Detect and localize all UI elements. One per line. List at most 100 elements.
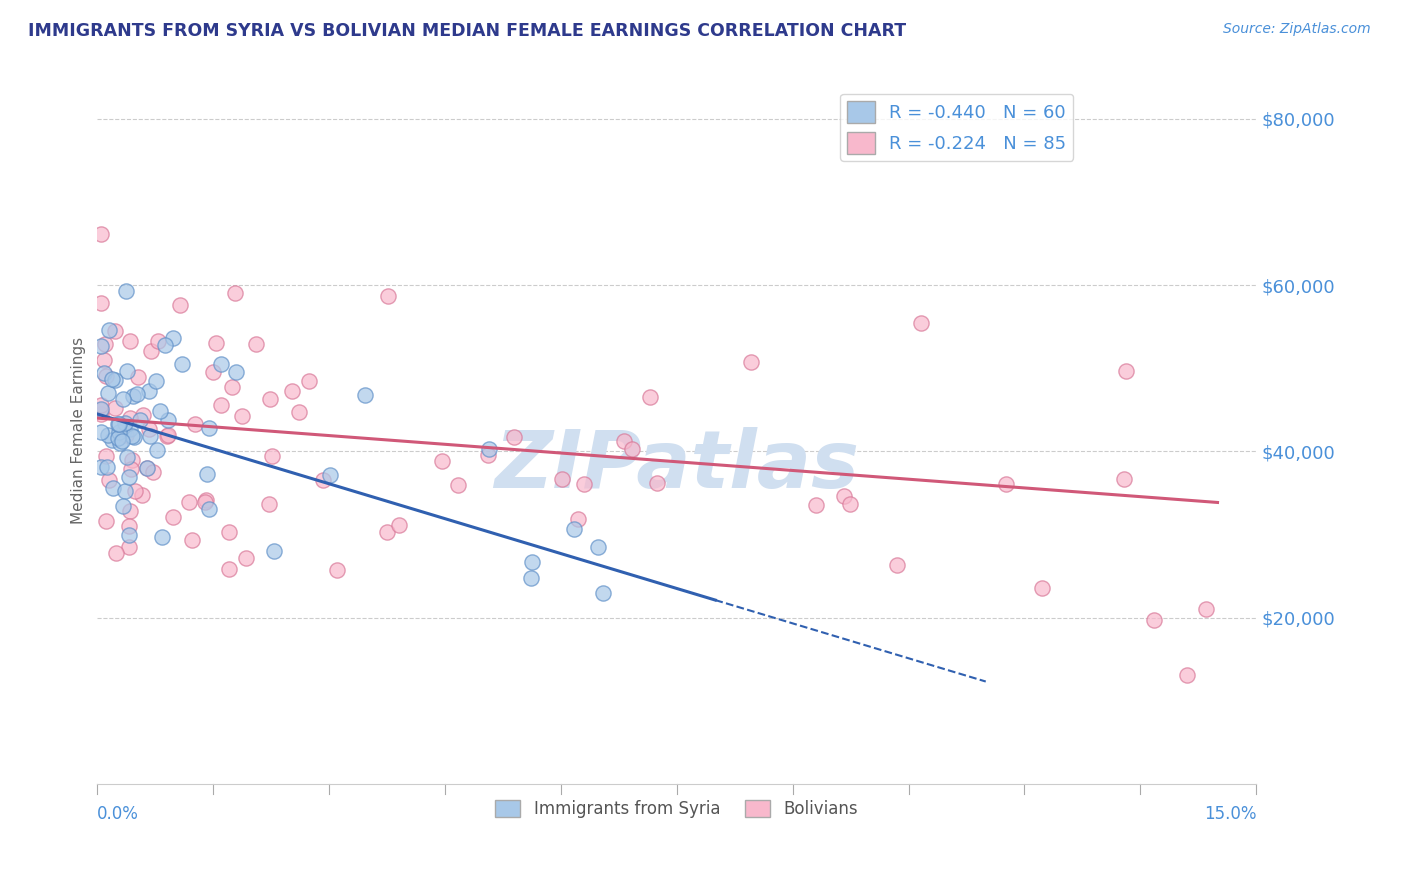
Point <box>90 398 112 412</box>
Point <box>101 481 124 495</box>
Point <box>108 436 131 450</box>
Point <box>224 286 246 301</box>
Point <box>910 316 932 330</box>
Point <box>375 524 398 539</box>
Point <box>90 339 112 353</box>
Point <box>180 533 202 547</box>
Text: IMMIGRANTS FROM SYRIA VS BOLIVIAN MEDIAN FEMALE EARNINGS CORRELATION CHART: IMMIGRANTS FROM SYRIA VS BOLIVIAN MEDIAN… <box>28 22 907 40</box>
Point <box>156 413 179 427</box>
Point <box>90 459 112 474</box>
Point <box>388 517 411 532</box>
Point <box>121 428 143 442</box>
Point <box>98 473 121 487</box>
Point <box>104 324 127 338</box>
Point <box>118 527 141 541</box>
Point <box>96 460 118 475</box>
Point <box>225 365 247 379</box>
Point <box>218 562 240 576</box>
Point <box>312 473 335 487</box>
Point <box>96 368 118 383</box>
Point <box>90 295 112 310</box>
Point <box>197 421 219 435</box>
Point <box>114 284 136 298</box>
Point <box>298 374 321 388</box>
Point <box>93 366 115 380</box>
Point <box>613 434 636 448</box>
Point <box>209 357 232 371</box>
Text: 0.0%: 0.0% <box>97 805 139 823</box>
Point <box>132 409 155 423</box>
Point <box>146 442 169 457</box>
Point <box>136 461 159 475</box>
Point <box>832 489 855 503</box>
Point <box>138 422 160 436</box>
Point <box>572 477 595 491</box>
Point <box>620 442 643 456</box>
Text: Source: ZipAtlas.com: Source: ZipAtlas.com <box>1223 22 1371 37</box>
Legend: Immigrants from Syria, Bolivians: Immigrants from Syria, Bolivians <box>489 793 865 825</box>
Point <box>170 357 193 371</box>
Point <box>114 416 136 430</box>
Point <box>353 387 375 401</box>
Point <box>90 425 112 439</box>
Point <box>145 374 167 388</box>
Point <box>503 430 526 444</box>
Point <box>118 519 141 533</box>
Point <box>162 510 184 524</box>
Point <box>111 392 134 406</box>
Point <box>97 427 120 442</box>
Point <box>157 427 180 442</box>
Point <box>995 476 1018 491</box>
Point <box>280 384 302 399</box>
Point <box>886 558 908 573</box>
Point <box>205 336 228 351</box>
Point <box>103 401 125 416</box>
Point <box>120 462 142 476</box>
Point <box>139 428 162 442</box>
Point <box>128 413 150 427</box>
Point <box>209 398 232 412</box>
Point <box>197 501 219 516</box>
Point <box>257 497 280 511</box>
Point <box>288 405 311 419</box>
Point <box>146 334 169 348</box>
Point <box>1195 601 1218 615</box>
Point <box>838 497 860 511</box>
Point <box>149 404 172 418</box>
Point <box>169 297 191 311</box>
Point <box>90 402 112 417</box>
Point <box>115 364 138 378</box>
Point <box>184 417 207 432</box>
Text: ZIPatlas: ZIPatlas <box>495 427 859 505</box>
Point <box>90 408 112 422</box>
Point <box>111 434 134 449</box>
Point <box>318 467 340 482</box>
Point <box>90 402 112 417</box>
Point <box>259 392 281 407</box>
Point <box>1031 582 1053 596</box>
Point <box>107 417 129 432</box>
Point <box>477 448 499 462</box>
Point <box>567 511 589 525</box>
Point <box>245 337 267 351</box>
Y-axis label: Median Female Earnings: Median Female Earnings <box>72 337 86 524</box>
Point <box>520 555 543 569</box>
Point <box>221 380 243 394</box>
Point <box>105 546 128 560</box>
Point <box>1115 364 1137 378</box>
Point <box>195 492 218 507</box>
Point <box>125 387 148 401</box>
Point <box>120 503 142 517</box>
Point <box>478 442 501 456</box>
Point <box>153 338 176 352</box>
Point <box>201 365 224 379</box>
Point <box>94 336 117 351</box>
Point <box>122 430 145 444</box>
Point <box>114 483 136 498</box>
Point <box>260 449 283 463</box>
Point <box>138 384 160 399</box>
Point <box>195 467 218 482</box>
Point <box>118 540 141 554</box>
Point <box>108 425 131 439</box>
Point <box>586 541 609 555</box>
